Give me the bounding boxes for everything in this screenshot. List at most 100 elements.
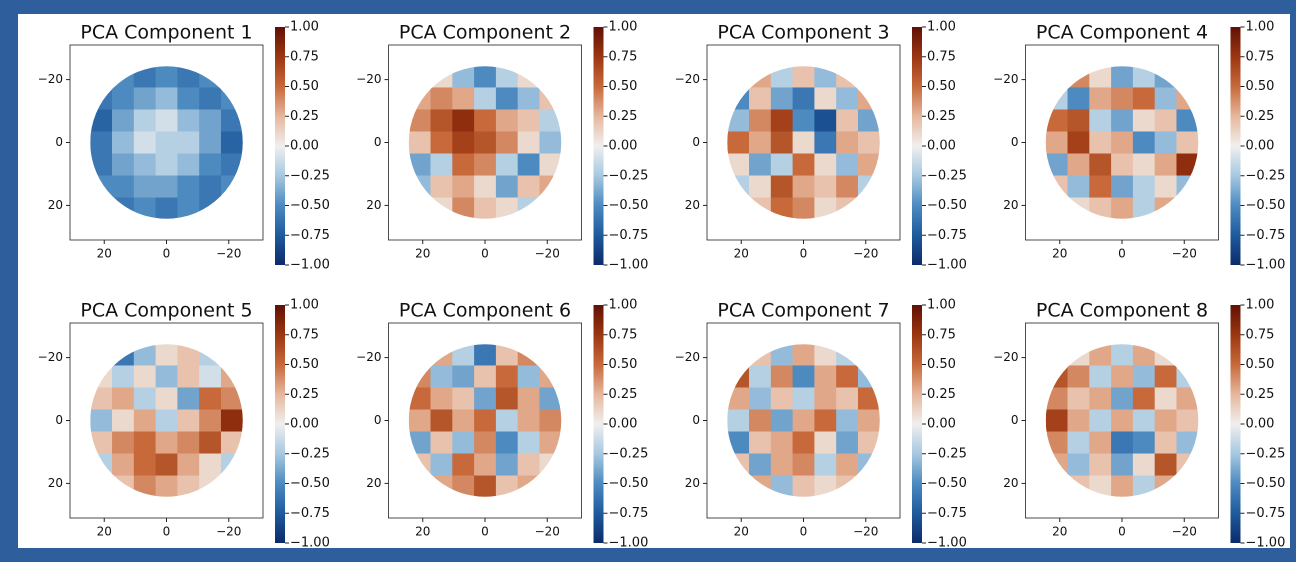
- cell: [539, 153, 562, 176]
- cell: [814, 409, 837, 432]
- cell: [430, 87, 453, 110]
- cell: [1067, 365, 1090, 388]
- cell: [452, 344, 475, 366]
- y-tick-label: 0: [692, 135, 700, 149]
- colorbar-tick-label: 0.75: [927, 327, 956, 342]
- panel-title: PCA Component 4: [1036, 22, 1208, 44]
- cell: [727, 431, 750, 454]
- cell: [90, 431, 113, 454]
- cell: [517, 431, 540, 454]
- cell: [1154, 109, 1177, 132]
- colorbar-tick-label: 0.00: [927, 139, 956, 154]
- y-tick-label: 20: [366, 198, 381, 212]
- cell: [1089, 153, 1112, 176]
- cell: [770, 453, 794, 476]
- cell: [474, 431, 497, 454]
- cell: [199, 387, 222, 410]
- cell: [133, 175, 157, 198]
- colorbar-tick-label: 0.75: [1246, 49, 1275, 64]
- cell: [1154, 387, 1177, 410]
- cell: [792, 197, 815, 219]
- cell: [430, 453, 453, 476]
- colorbar-tick-label: 1.00: [1246, 298, 1275, 313]
- cell: [517, 153, 540, 176]
- cell: [199, 87, 222, 110]
- y-tick-label: 0: [55, 413, 63, 427]
- cell: [1176, 153, 1199, 176]
- cell: [1132, 87, 1156, 110]
- cell: [112, 109, 135, 132]
- y-tick-label: −20: [356, 350, 381, 364]
- cell: [452, 453, 475, 476]
- cell: [177, 197, 200, 219]
- y-tick-label: −20: [38, 350, 63, 364]
- x-tick-label: 0: [1118, 247, 1126, 261]
- cell: [814, 153, 837, 176]
- cell: [770, 344, 794, 366]
- cell: [1067, 175, 1090, 198]
- colorbar-tick-label: −0.25: [609, 446, 649, 461]
- cell: [1176, 387, 1199, 410]
- cell: [770, 365, 794, 388]
- cell: [1111, 87, 1134, 110]
- y-tick-label: 20: [48, 476, 63, 490]
- cell: [814, 453, 837, 476]
- cell: [770, 175, 794, 198]
- cell: [430, 431, 453, 454]
- cell: [474, 475, 497, 497]
- cell: [495, 365, 519, 388]
- cell: [1089, 197, 1112, 219]
- cell: [474, 365, 497, 388]
- colorbar-tick-label: −1.00: [290, 536, 330, 551]
- cell: [430, 365, 453, 388]
- colorbar-tick-label: −0.50: [927, 476, 967, 491]
- colorbar-tick-label: −1.00: [1246, 536, 1286, 551]
- cell: [112, 387, 135, 410]
- cell: [1132, 131, 1156, 154]
- colorbar-tick-label: 1.00: [927, 298, 956, 313]
- colorbar-tick-label: 0.00: [290, 417, 319, 432]
- cell: [408, 409, 431, 432]
- cell: [155, 453, 178, 476]
- cell: [1132, 409, 1156, 432]
- cell: [220, 153, 243, 176]
- colorbar-tick-label: 0.75: [1246, 327, 1275, 342]
- cell: [155, 66, 178, 88]
- colorbar-tick-label: 0.50: [1246, 357, 1275, 372]
- colorbar: [1230, 305, 1241, 543]
- cell: [474, 344, 497, 366]
- cell: [1132, 387, 1156, 410]
- cell: [1067, 387, 1090, 410]
- cell: [517, 131, 540, 154]
- colorbar-tick-label: 0.75: [290, 49, 319, 64]
- cell: [1132, 453, 1156, 476]
- colorbar-tick-label: 0.50: [927, 79, 956, 94]
- colorbar-tick-label: 0.50: [290, 79, 319, 94]
- heatmap: [727, 344, 880, 497]
- cell: [177, 66, 200, 88]
- x-tick-label: 20: [97, 525, 112, 539]
- cell: [1132, 344, 1156, 366]
- cell: [814, 475, 837, 497]
- cell: [770, 475, 794, 497]
- cell: [539, 109, 562, 132]
- cell: [814, 431, 837, 454]
- colorbar: [593, 305, 604, 543]
- cell: [430, 409, 453, 432]
- cell: [792, 153, 815, 176]
- cell: [1111, 131, 1134, 154]
- y-tick-label: 0: [692, 413, 700, 427]
- cell: [1067, 453, 1090, 476]
- cell: [749, 175, 772, 198]
- cell: [857, 431, 880, 454]
- cell: [770, 153, 794, 176]
- cell: [727, 409, 750, 432]
- cell: [792, 66, 815, 88]
- y-tick-label: 0: [1011, 135, 1019, 149]
- colorbar-tick-label: −0.75: [1246, 506, 1286, 521]
- colorbar: [275, 305, 285, 543]
- cell: [495, 87, 519, 110]
- cell: [474, 66, 497, 88]
- cell: [155, 153, 178, 176]
- cell: [1089, 344, 1112, 366]
